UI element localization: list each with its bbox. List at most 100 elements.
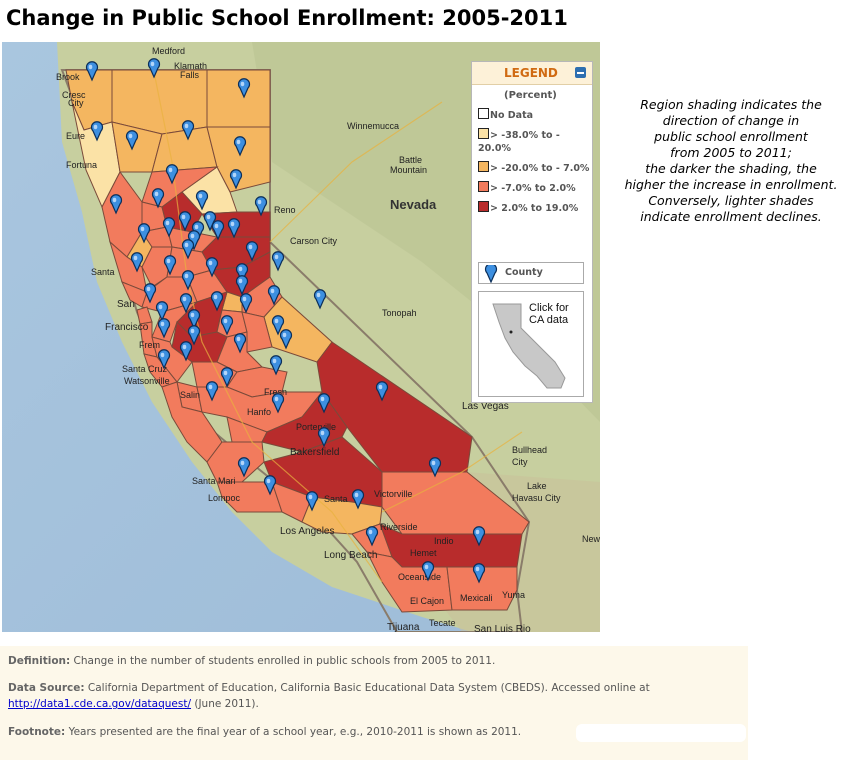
city-label: Frem	[139, 340, 160, 350]
collapse-icon[interactable]	[575, 67, 586, 78]
city-label: San Luis Rio	[474, 624, 531, 632]
legend-subtitle: (Percent)	[504, 90, 557, 101]
city-label: Battle	[399, 155, 422, 165]
city-label: Cresc	[62, 90, 86, 100]
description-line: Region shading indicates the	[640, 97, 822, 112]
county-modoc[interactable]	[206, 69, 271, 128]
city-label: Reno	[274, 205, 296, 215]
page-title: Change in Public School Enrollment: 2005…	[6, 6, 568, 30]
definition-note: Definition: Change in the number of stud…	[8, 655, 495, 667]
legend-label: > 2.0% to 19.0%	[490, 203, 579, 214]
ca-data-link-text: Click for CA data	[529, 302, 569, 326]
footnote-text: Years presented are the final year of a …	[68, 726, 522, 738]
city-label: El Cajon	[410, 596, 444, 606]
legend-label: > -7.0% to 2.0%	[490, 183, 576, 194]
city-label: Watsonville	[124, 376, 170, 386]
city-label: Yuma	[502, 590, 525, 600]
legend-header: LEGEND	[472, 62, 592, 85]
city-label: Bullhead	[512, 445, 547, 455]
city-label: Lake	[527, 481, 547, 491]
source-link-row: http://data1.cde.ca.gov/dataquest/ (June…	[8, 698, 259, 710]
city-label: Salin	[180, 390, 200, 400]
city-label: Francisco	[105, 322, 149, 333]
description-line: the darker the shading, the	[645, 161, 817, 176]
footnote: Footnote: Years presented are the final …	[8, 726, 521, 738]
city-label: San	[117, 299, 135, 310]
city-label: Las Vegas	[462, 401, 509, 412]
county-tuolumne[interactable]	[241, 311, 273, 353]
county-sonoma[interactable]	[109, 240, 148, 293]
city-label: Lompoc	[208, 493, 241, 503]
legend-item: > -20.0% to - 7.0%	[478, 161, 590, 175]
blank-patch	[576, 724, 746, 742]
legend-item: > 2.0% to 19.0%	[478, 201, 590, 215]
legend-swatch	[478, 161, 489, 172]
city-label: New	[582, 534, 600, 544]
highways	[151, 61, 523, 583]
source-date: (June 2011).	[194, 698, 259, 710]
legend-label: No Data	[490, 110, 534, 121]
city-label: Victorville	[374, 489, 412, 499]
city-label: Santa	[91, 267, 115, 277]
city-label: Long Beach	[324, 550, 377, 561]
city-label: Oceanside	[398, 572, 441, 582]
source-link[interactable]: http://data1.cde.ca.gov/dataquest/	[8, 698, 192, 710]
description-line: direction of change in	[662, 113, 800, 128]
legend-item: No Data	[478, 108, 590, 122]
definition-label: Definition:	[8, 655, 71, 667]
legend-label: > -20.0% to - 7.0%	[490, 163, 590, 174]
city-label: Brook	[56, 72, 80, 82]
city-label: Mexicali	[460, 593, 493, 603]
city-label: Hemet	[410, 548, 437, 558]
definition-text: Change in the number of students enrolle…	[73, 655, 496, 667]
city-label: Tijuana	[387, 622, 420, 632]
legend-swatch	[478, 128, 489, 139]
map-pin-icon	[484, 265, 498, 283]
city-label: Indio	[434, 536, 454, 546]
california-outline-icon	[492, 303, 566, 389]
city-label: City	[512, 457, 528, 467]
city-label: Tecate	[429, 618, 456, 628]
city-label: Los Angeles	[280, 526, 335, 537]
legend-county-key: County	[478, 262, 584, 284]
legend-label: > -38.0% to - 20.0%	[478, 130, 560, 154]
legend-panel: LEGEND (Percent) No Data > -38.0% to - 2…	[471, 61, 593, 403]
county-shasta[interactable]	[151, 126, 218, 173]
city-label: Havasu City	[512, 493, 561, 503]
source-label: Data Source:	[8, 682, 85, 694]
description-line: indicate enrollment declines.	[640, 209, 822, 224]
city-label: Nevada	[390, 197, 437, 212]
ca-data-link[interactable]: Click for CA data	[478, 291, 584, 397]
description-line: from 2005 to 2011;	[670, 145, 792, 160]
legend-swatch	[478, 201, 489, 212]
city-label: Tonopah	[382, 308, 417, 318]
city-label: Bakersfield	[290, 447, 339, 458]
county-lassen[interactable]	[206, 126, 271, 193]
description-line: higher the increase in enrollment.	[624, 177, 838, 192]
city-labels: Medford Klamath Falls Brook Cresc City E…	[56, 46, 600, 632]
city-label: City	[68, 98, 84, 108]
city-label: Santa	[324, 494, 348, 504]
city-label: Fresn	[264, 387, 287, 397]
legend-item: > -7.0% to 2.0%	[478, 181, 590, 195]
city-label: Mountain	[390, 165, 427, 175]
city-label: Riverside	[380, 522, 418, 532]
city-label: Fortuna	[66, 160, 97, 170]
legend-item: > -38.0% to - 20.0%	[478, 128, 590, 155]
legend-title: LEGEND	[504, 66, 558, 80]
map-description: Region shading indicates the direction o…	[604, 97, 858, 225]
city-label: Falls	[180, 70, 200, 80]
legend-county-label: County	[505, 267, 543, 278]
legend-swatch	[478, 108, 489, 119]
city-label: Santa Cruz	[122, 364, 168, 374]
county-imperial[interactable]	[446, 566, 518, 611]
city-label: Klamath	[174, 61, 207, 71]
source-text: California Department of Education, Cali…	[87, 682, 650, 694]
source-note: Data Source: California Department of Ed…	[8, 682, 650, 694]
footnote-label: Footnote:	[8, 726, 66, 738]
legend-swatch	[478, 181, 489, 192]
legend-items: No Data > -38.0% to - 20.0% > -20.0% to …	[478, 108, 590, 221]
city-label: Winnemucca	[347, 121, 399, 131]
city-label: Carson City	[290, 236, 338, 246]
notes-panel: Definition: Change in the number of stud…	[0, 646, 748, 760]
